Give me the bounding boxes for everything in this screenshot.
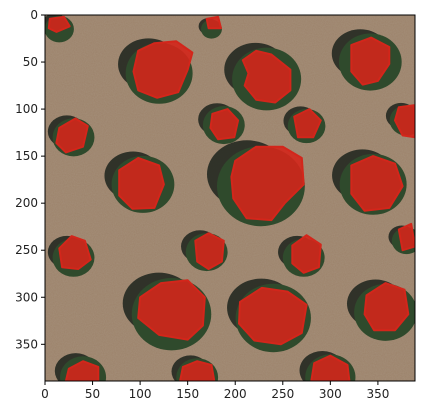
x-tick-label: 300 <box>319 387 342 401</box>
mask-region <box>350 155 404 212</box>
y-tick-label: 100 <box>15 102 38 116</box>
x-axis: 0 50 100 150 200 250 300 350 <box>41 381 389 401</box>
mask-region <box>137 279 206 341</box>
mask-region <box>194 232 225 270</box>
plot-frame <box>44 14 416 382</box>
mask-region <box>230 145 305 222</box>
y-tick-label: 350 <box>15 337 38 351</box>
mask-overlay-layer <box>47 15 415 381</box>
mask-region <box>363 282 410 332</box>
mask-region <box>238 286 308 346</box>
x-tick-label: 200 <box>224 387 247 401</box>
x-tick-label: 100 <box>129 387 152 401</box>
aerial-image <box>45 15 415 381</box>
y-tick-label: 200 <box>15 196 38 210</box>
x-tick-label: 250 <box>271 387 294 401</box>
mask-region <box>291 234 322 274</box>
mask-region <box>132 40 194 99</box>
mask-region <box>310 354 351 381</box>
x-tick-label: 50 <box>85 387 100 401</box>
x-tick-label: 150 <box>176 387 199 401</box>
mask-region <box>205 15 222 30</box>
mask-region <box>397 222 415 252</box>
mask-region <box>64 360 100 381</box>
y-tick-label: 0 <box>30 8 38 22</box>
mask-region <box>209 108 240 141</box>
x-tick-label: 350 <box>366 387 389 401</box>
x-tick-label: 0 <box>41 387 49 401</box>
mask-region <box>179 360 216 381</box>
y-tick-label: 250 <box>15 243 38 257</box>
mask-region <box>118 157 165 210</box>
y-tick-label: 300 <box>15 290 38 304</box>
y-tick-label: 50 <box>23 55 38 69</box>
mask-region <box>394 104 415 139</box>
mask-region <box>350 36 391 86</box>
mask-region <box>241 49 292 104</box>
mask-region <box>55 117 89 154</box>
mask-region <box>293 108 322 139</box>
mask-region <box>58 235 92 270</box>
y-axis: 0 50 100 150 200 250 300 350 <box>15 8 45 351</box>
y-tick-label: 150 <box>15 149 38 163</box>
mask-region <box>47 15 71 33</box>
